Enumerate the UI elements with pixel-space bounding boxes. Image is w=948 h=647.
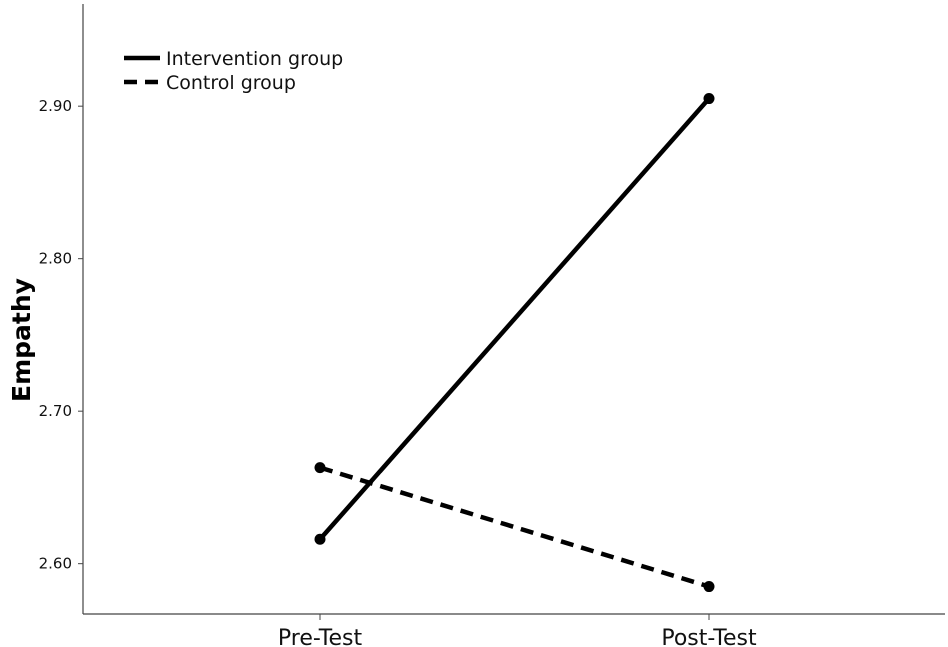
series-control: [314, 462, 715, 593]
data-point: [703, 93, 715, 105]
legend-label: Intervention group: [166, 48, 343, 70]
y-tick-label: 2.90: [39, 97, 72, 115]
series-layer: [314, 93, 715, 593]
y-ticks: 2.60 2.70 2.80 2.90: [39, 97, 83, 573]
x-tick-label: Pre-Test: [278, 626, 363, 647]
y-tick-label: 2.80: [39, 250, 72, 268]
data-point: [314, 462, 326, 474]
data-point: [703, 581, 715, 593]
axes: [82, 4, 945, 615]
y-tick-label: 2.60: [39, 555, 72, 573]
series-line: [319, 465, 710, 589]
y-axis-title: Empathy: [7, 278, 36, 402]
y-tick-label: 2.70: [39, 402, 72, 420]
series-line: [318, 97, 711, 541]
legend-label: Control group: [166, 72, 296, 94]
x-ticks: Pre-Test Post-Test: [278, 614, 757, 647]
x-tick-label: Post-Test: [661, 626, 757, 647]
series-intervention: [314, 93, 715, 545]
data-point: [314, 533, 326, 545]
